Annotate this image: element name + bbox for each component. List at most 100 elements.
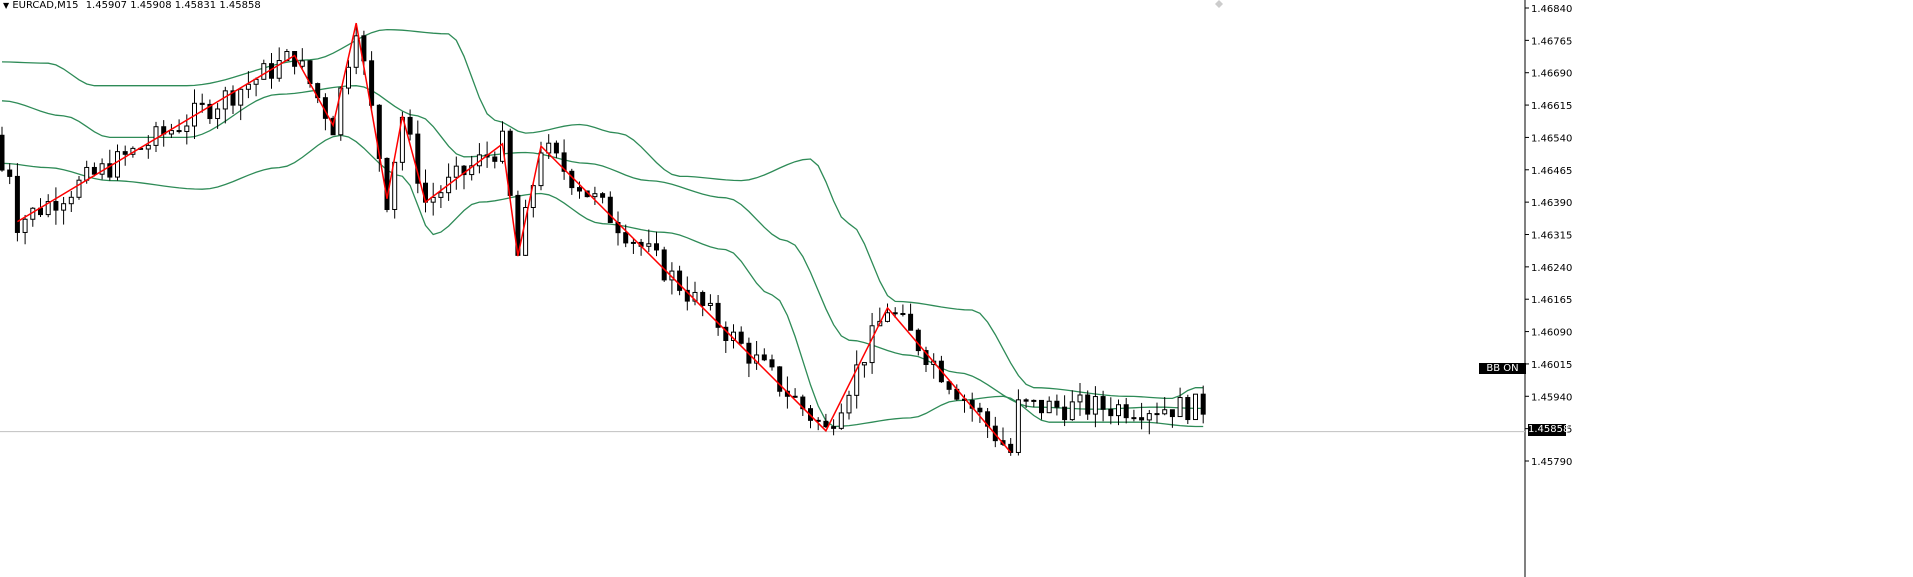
candle-body	[646, 243, 652, 247]
candle-body	[245, 83, 251, 90]
candle-body	[661, 249, 667, 281]
candle-body	[238, 88, 244, 106]
candle-body	[1146, 413, 1152, 421]
candle-body	[723, 326, 729, 341]
candle-body	[261, 63, 267, 80]
header-high: 1.45908	[130, 0, 172, 11]
candle-body	[869, 325, 875, 364]
price-tick-label: 1.46615	[1531, 101, 1572, 112]
candle-body	[153, 126, 159, 146]
candle-body	[623, 232, 629, 244]
candle-body	[0, 134, 5, 171]
candle-body	[230, 90, 236, 106]
candle-body	[1031, 399, 1037, 402]
candle-body	[692, 291, 698, 302]
header-open: 1.45907	[85, 0, 128, 11]
candle-body	[792, 395, 798, 398]
candle-body	[453, 165, 459, 178]
candle-body	[769, 359, 775, 368]
candle-body	[1116, 404, 1121, 417]
candle-body	[276, 60, 282, 79]
price-tick-label: 1.46315	[1531, 231, 1572, 242]
price-tick-label: 1.46165	[1531, 295, 1572, 306]
price-tick-label: 1.46240	[1531, 263, 1572, 274]
candle-body	[854, 364, 860, 396]
candle-body	[492, 156, 498, 162]
candle-body	[438, 192, 444, 198]
candle-body	[1162, 409, 1168, 415]
candle-body	[831, 426, 837, 429]
candle-body	[1177, 397, 1183, 418]
candle-body	[1123, 404, 1129, 419]
chart-header: ▼ EURCAD,M15 1.45907 1.45908 1.45831 1.4…	[3, 0, 261, 11]
candle-body	[14, 175, 20, 233]
candle-body	[299, 60, 305, 67]
bollinger-upper-band	[1, 28, 1204, 400]
candle-body	[1108, 408, 1114, 417]
candle-body	[569, 170, 575, 189]
candle-body	[115, 151, 120, 178]
candle-body	[654, 243, 659, 251]
candle-body	[469, 165, 475, 176]
candle-body	[1039, 399, 1044, 414]
bollinger-middle-band	[1, 85, 1204, 410]
candle-body	[908, 313, 914, 331]
header-symbol: EURCAD,M15	[12, 0, 79, 11]
candle-body	[415, 133, 421, 184]
candle-body	[915, 329, 921, 352]
header-low: 1.45831	[174, 0, 217, 11]
candle-body	[923, 350, 929, 365]
candle-body	[199, 102, 205, 105]
candle-body	[184, 125, 190, 132]
candle-body	[946, 381, 952, 390]
price-tick-label: 1.45790	[1531, 457, 1572, 468]
candle-body	[1092, 396, 1098, 415]
bb-on-badge[interactable]: BB ON	[1479, 363, 1526, 374]
candle-body	[684, 289, 690, 302]
candle-body	[885, 312, 890, 322]
candle-body	[1008, 443, 1014, 453]
overlay	[1215, 0, 1223, 8]
candle-body	[761, 354, 767, 361]
candle-body	[168, 130, 174, 135]
candle-body	[407, 116, 413, 135]
candle-body	[715, 302, 721, 328]
price-tick-label: 1.46015	[1531, 360, 1572, 371]
bollinger-bands	[1, 28, 1204, 428]
price-tick-label: 1.46090	[1531, 328, 1572, 339]
candle-body	[122, 151, 128, 155]
candle-body	[176, 130, 182, 133]
candle-body	[361, 35, 367, 62]
candle-body	[1069, 401, 1075, 421]
candle-body	[107, 163, 113, 178]
candle-body	[1185, 397, 1191, 421]
price-tick-label: 1.46765	[1531, 36, 1572, 47]
candle-body	[222, 90, 228, 110]
bb-on-label: BB ON	[1486, 363, 1519, 374]
bollinger-lower-band	[1, 134, 1204, 428]
candle-body	[846, 394, 852, 414]
candle-body	[1131, 417, 1137, 420]
candle-body	[346, 66, 351, 89]
candle-body	[1062, 406, 1068, 421]
price-tick-label: 1.46390	[1531, 198, 1572, 209]
candle-body	[900, 312, 906, 315]
candle-body	[430, 196, 436, 203]
candle-body	[1085, 394, 1091, 415]
candle-body	[838, 412, 844, 429]
candle-body	[777, 366, 783, 392]
candle-body	[577, 187, 582, 192]
candle-body	[538, 152, 544, 187]
candle-body	[7, 169, 13, 177]
symbol-dropdown-icon[interactable]: ▼	[3, 1, 10, 10]
candle-body	[1139, 417, 1145, 421]
price-axis: 1.46840 1.46765 1.46690 1.46615 1.46540 1.464…	[0, 0, 1572, 577]
price-tick-label: 1.46465	[1531, 166, 1572, 177]
candle-body	[1154, 413, 1160, 416]
price-tick-label: 1.46540	[1531, 133, 1572, 144]
candle-body	[1015, 399, 1021, 453]
candle-body	[145, 144, 151, 150]
